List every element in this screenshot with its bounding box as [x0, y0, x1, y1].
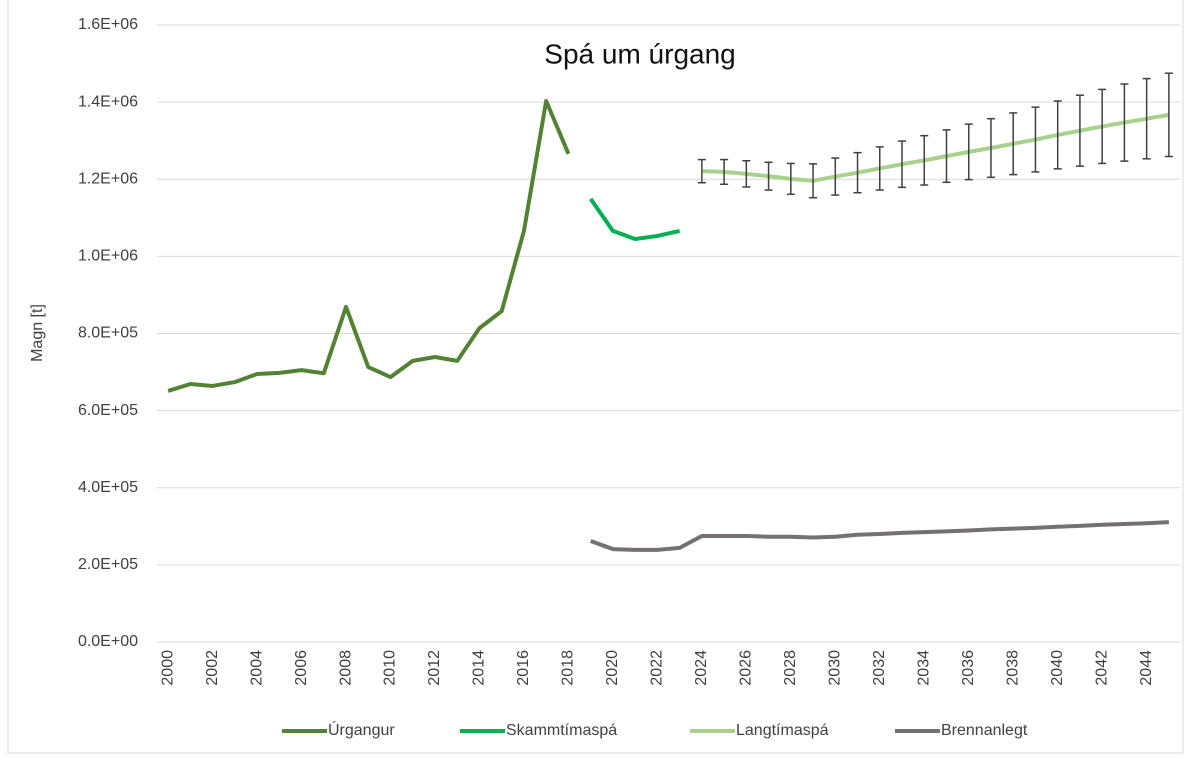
series-line [589, 197, 681, 242]
x-tick-label: 2034 [915, 650, 932, 686]
error-bar [786, 162, 795, 196]
legend-label: Skammtímaspá [506, 722, 617, 739]
chart-border [7, 0, 1184, 754]
error-bar [809, 163, 818, 199]
error-bar [1075, 94, 1084, 167]
x-tick-label: 2004 [248, 650, 265, 686]
error-bar [1142, 77, 1151, 160]
legend-label: Brennanlegt [941, 722, 1028, 739]
x-tick-label: 2008 [337, 650, 354, 686]
x-tick-label: 2032 [871, 650, 888, 686]
series-line [589, 520, 1169, 552]
x-tick-label: 2006 [293, 650, 310, 686]
x-tick-label: 2028 [782, 650, 799, 686]
x-tick-label: 2012 [426, 650, 443, 686]
error-bar [742, 159, 751, 188]
x-tick-label: 2000 [159, 650, 176, 686]
error-bar [875, 146, 884, 191]
x-tick-label: 2026 [738, 650, 755, 686]
error-bar [697, 158, 706, 184]
error-bar [831, 157, 840, 196]
chart-title: Spá um úrgang [544, 38, 735, 69]
error-bar [986, 117, 995, 179]
error-bar [898, 140, 907, 189]
x-tick-label: 2024 [693, 650, 710, 686]
error-bar [1120, 83, 1129, 162]
y-axis-label: Magn [t] [29, 304, 46, 362]
x-tick-label: 2010 [382, 650, 399, 686]
x-tick-label: 2020 [604, 650, 621, 686]
x-tick-label: 2018 [560, 650, 577, 686]
error-bar [1009, 112, 1018, 176]
y-tick-label: 6.0E+05 [78, 402, 138, 419]
error-bar [1098, 88, 1107, 165]
x-tick-label: 2002 [204, 650, 221, 686]
series-line [167, 98, 571, 393]
error-bar [720, 158, 729, 186]
legend-label: Úrgangur [328, 720, 395, 739]
y-tick-label: 8.0E+05 [78, 325, 138, 342]
x-tick-label: 2040 [1049, 650, 1066, 686]
error-bar [942, 129, 951, 184]
x-tick-label: 2022 [649, 650, 666, 686]
x-tick-label: 2042 [1093, 650, 1110, 686]
y-tick-label: 1.2E+06 [78, 170, 138, 187]
x-tick-label: 2044 [1138, 650, 1155, 686]
error-bar [853, 151, 862, 194]
x-tick-label: 2038 [1004, 650, 1021, 686]
y-tick-label: 2.0E+05 [78, 556, 138, 573]
x-tick-label: 2036 [960, 650, 977, 686]
error-bar [764, 161, 773, 191]
error-bar [964, 123, 973, 181]
error-bar [1164, 72, 1173, 158]
x-tick-label: 2030 [827, 650, 844, 686]
series-line [701, 112, 1170, 183]
y-tick-label: 0.0E+00 [78, 633, 138, 650]
y-tick-label: 1.4E+06 [78, 93, 138, 110]
error-bar [1053, 100, 1062, 170]
legend-label: Langtímaspá [736, 722, 829, 739]
y-tick-label: 1.0E+06 [78, 248, 138, 265]
error-bar [1031, 106, 1040, 173]
y-tick-label: 1.6E+06 [78, 16, 138, 33]
x-tick-label: 2016 [515, 650, 532, 686]
y-tick-label: 4.0E+05 [78, 479, 138, 496]
x-tick-label: 2014 [471, 650, 488, 686]
error-bar [920, 134, 929, 186]
